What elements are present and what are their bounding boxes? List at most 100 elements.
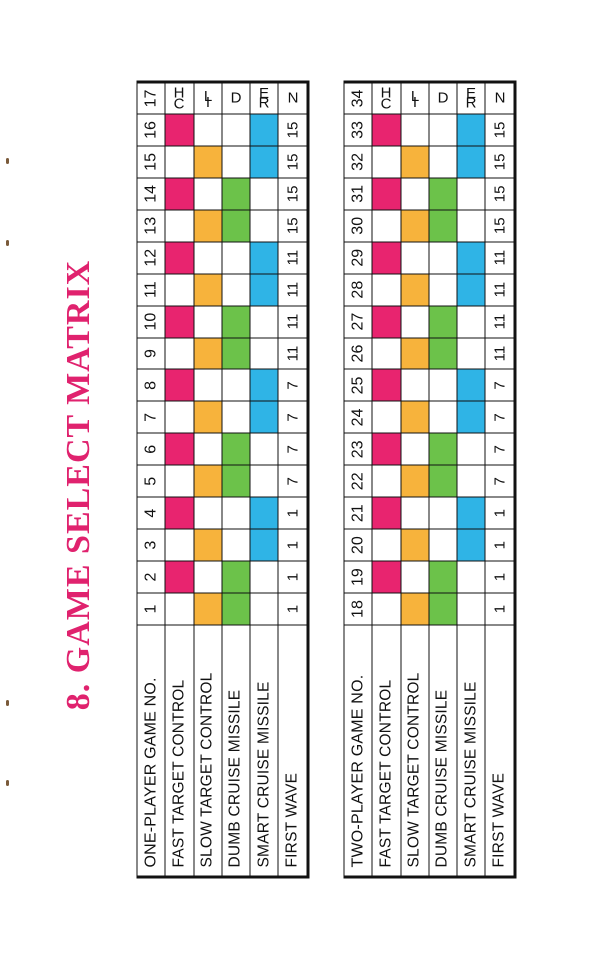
dumb-missile-row: DUMB CRUISE MISSILE D: [221, 81, 250, 877]
dumb-missile-cell: [221, 273, 250, 306]
smart-missile-cell: [250, 528, 279, 561]
fast-target-cell: [372, 560, 401, 593]
smart-missile-cell: [250, 464, 279, 497]
first-wave-cell: 11: [278, 241, 308, 274]
children-letter: E: [466, 84, 477, 102]
slow-target-cell: [400, 560, 429, 593]
dumb-missile-cell: [428, 337, 457, 369]
first-wave-row: FIRST WAVE 1 1 1 1 7 7 7 7 11 11 11 11 15 15 15 15 N: [278, 81, 308, 877]
slow-target-cell: [193, 241, 222, 274]
smart-missile-cell: [250, 305, 279, 338]
slow-target-cell: [193, 496, 222, 529]
smart-missile-cell: [250, 432, 279, 465]
children-game-number: 34: [344, 81, 373, 114]
dumb-missile-cell: [221, 177, 250, 210]
fast-target-cell: [372, 273, 401, 306]
slow-target-cell: [193, 592, 222, 625]
slow-target-cell: [193, 145, 222, 178]
smart-missile-cell: [250, 209, 279, 242]
binder-hole-mark: [6, 780, 9, 786]
first-wave-cell: 7: [485, 400, 515, 433]
slow-target-cell: [400, 592, 429, 625]
row-label: FIRST WAVE: [485, 624, 515, 877]
children-label-cell: IL: [193, 81, 222, 114]
first-wave-cell: 1: [485, 592, 515, 625]
one-player-matrix: ONE-PLAYER GAME NO. 1 2 3 4 5 6 7 8 9 10 11 12 13 14 15…: [137, 80, 310, 878]
game-number-cell: 11: [137, 273, 166, 306]
first-wave-cell: 15: [278, 209, 308, 242]
game-number-cell: 2: [137, 560, 166, 593]
slow-target-cell: [193, 369, 222, 401]
slow-target-cell: [400, 113, 429, 146]
children-letter: D: [437, 89, 449, 107]
children-label-cell: CH: [372, 81, 401, 114]
first-wave-cell: 7: [278, 464, 308, 497]
binder-hole-mark: [6, 158, 9, 164]
children-letter: H: [380, 84, 392, 102]
fast-target-cell: [165, 305, 194, 338]
slow-target-cell: [400, 400, 429, 433]
binder-hole-mark: [6, 240, 9, 246]
slow-target-row: SLOW TARGET CONTROL IL: [400, 81, 429, 877]
fast-target-cell: [165, 209, 194, 242]
fast-target-cell: [165, 592, 194, 625]
first-wave-cell: 7: [485, 432, 515, 465]
game-number-cell: 5: [137, 464, 166, 497]
row-label: SLOW TARGET CONTROL: [193, 624, 222, 877]
first-wave-cell: 7: [278, 400, 308, 433]
fast-target-cell: [372, 496, 401, 529]
first-wave-cell: 15: [278, 145, 308, 178]
game-number-cell: 16: [137, 113, 166, 146]
fast-target-cell: [165, 464, 194, 497]
smart-missile-cell: [457, 209, 486, 242]
fast-target-cell: [165, 432, 194, 465]
dumb-missile-cell: [221, 592, 250, 625]
fast-target-cell: [372, 464, 401, 497]
game-number-cell: 4: [137, 496, 166, 529]
game-number-row: ONE-PLAYER GAME NO. 1 2 3 4 5 6 7 8 9 10 11 12 13 14 15…: [137, 81, 166, 877]
dumb-missile-cell: [428, 464, 457, 497]
game-number-cell: 14: [137, 177, 166, 210]
first-wave-cell: 11: [278, 273, 308, 306]
smart-missile-cell: [457, 496, 486, 529]
children-letter: D: [230, 89, 242, 107]
row-label: SMART CRUISE MISSILE: [457, 624, 486, 877]
children-letter: N: [494, 89, 506, 107]
slow-target-cell: [193, 177, 222, 210]
first-wave-cell: 11: [485, 241, 515, 274]
fast-target-cell: [165, 273, 194, 306]
dumb-missile-cell: [428, 528, 457, 561]
fast-target-cell: [372, 432, 401, 465]
fast-target-cell: [372, 209, 401, 242]
game-number-cell: 6: [137, 432, 166, 465]
slow-target-cell: [193, 273, 222, 306]
children-label-cell: D: [221, 81, 250, 114]
slow-target-cell: [400, 337, 429, 369]
slow-target-cell: [400, 177, 429, 210]
first-wave-cell: 7: [485, 464, 515, 497]
game-number-cell: 29: [344, 241, 373, 274]
first-wave-row: FIRST WAVE 1 1 1 1 7 7 7 7 11 11 11 11 15 15 15 15 N: [485, 81, 515, 877]
slow-target-cell: [193, 464, 222, 497]
fast-target-cell: [165, 369, 194, 401]
row-label: DUMB CRUISE MISSILE: [428, 624, 457, 877]
smart-missile-cell: [250, 592, 279, 625]
smart-missile-cell: [457, 145, 486, 178]
first-wave-cell: 11: [485, 273, 515, 306]
two-player-matrix: TWO-PLAYER GAME NO. 18 19 20 21 22 23 24 25 26 27 2…: [344, 80, 517, 878]
dumb-missile-cell: [428, 305, 457, 338]
game-number-cell: 10: [137, 305, 166, 338]
fast-target-row: FAST TARGET CONTROL CH: [372, 81, 401, 877]
game-number-cell: 31: [344, 177, 373, 210]
fast-target-cell: [165, 560, 194, 593]
game-number-cell: 28: [344, 273, 373, 306]
row-label: FAST TARGET CONTROL: [165, 624, 194, 877]
first-wave-cell: 15: [485, 177, 515, 210]
game-number-cell: 21: [344, 496, 373, 529]
first-wave-cell: 15: [485, 145, 515, 178]
game-number-cell: 13: [137, 209, 166, 242]
dumb-missile-cell: [221, 496, 250, 529]
dumb-missile-cell: [221, 432, 250, 465]
slow-target-cell: [400, 209, 429, 242]
first-wave-cell: 1: [485, 528, 515, 561]
